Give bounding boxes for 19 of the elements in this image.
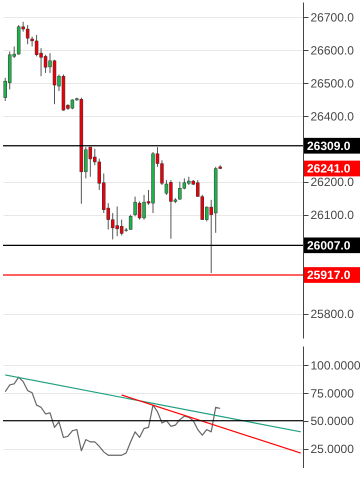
y-tick-label: 26600.0 xyxy=(310,43,354,58)
candlestick xyxy=(128,214,132,230)
text: 26241.0 xyxy=(307,162,351,176)
y-tick-label: 26700.0 xyxy=(310,10,354,24)
y-tick-label: 26200.0 xyxy=(310,175,354,190)
y-tick-label: 100.0000 xyxy=(310,358,361,372)
line-series xyxy=(4,376,221,456)
y-tick-label: 25800.0 xyxy=(310,307,354,322)
y-tick-label: 75.0000 xyxy=(310,386,354,400)
y-tick-label: 50.0000 xyxy=(310,414,354,428)
y-tick-label: 26100.0 xyxy=(310,208,354,222)
y-tick-label: 26400.0 xyxy=(310,109,354,124)
y-tick-label: 25.0000 xyxy=(310,442,354,456)
candlestick xyxy=(26,24,30,45)
ref-line-label: 26309.0 xyxy=(307,138,351,153)
candlestick xyxy=(178,181,182,200)
ref-line-label: 26007.0 xyxy=(307,238,351,252)
y-tick-label: 26500.0 xyxy=(310,76,354,90)
ref-line-label: 25917.0 xyxy=(307,268,351,282)
